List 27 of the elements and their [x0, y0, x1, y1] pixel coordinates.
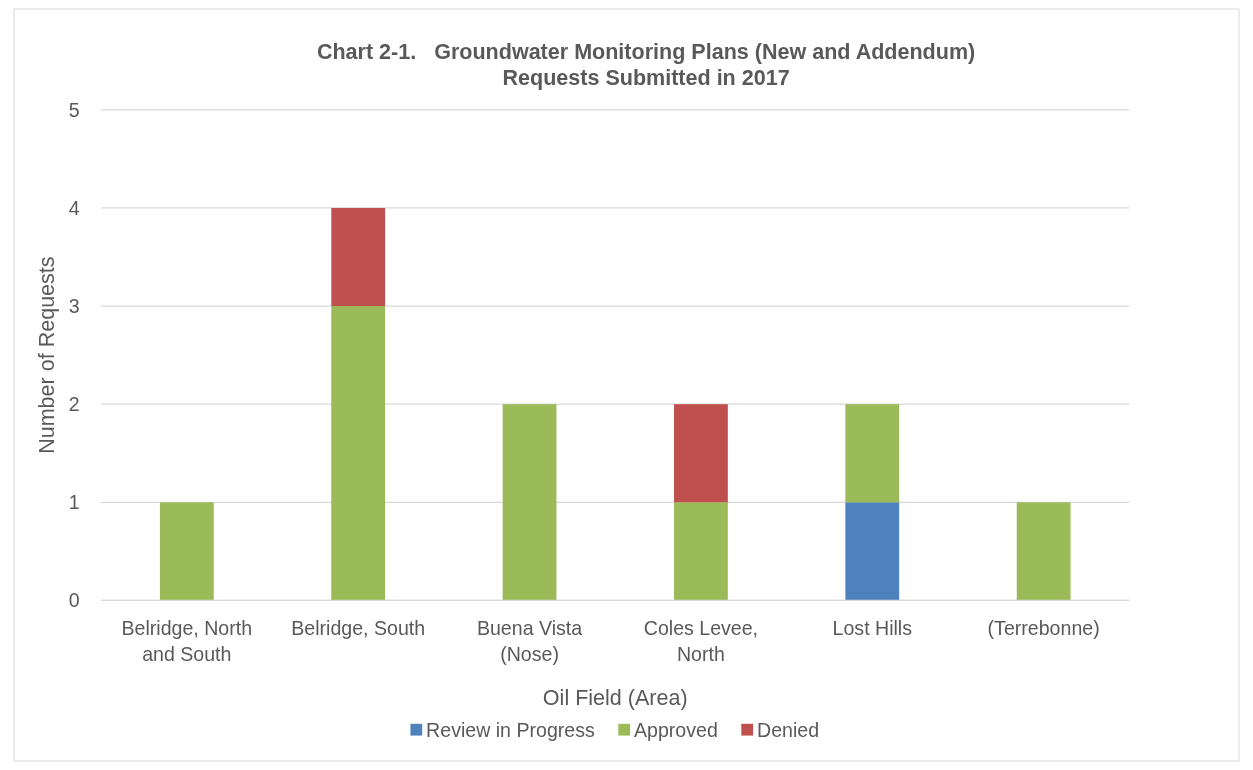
y-tick-label: 0	[68, 589, 80, 612]
y-axis-title: Number of Requests	[35, 256, 60, 454]
bar	[1016, 502, 1071, 601]
chart-title: Chart 2-1. Groundwater Monitoring Plans (New and Addendum) Requests Submitted in 2017	[316, 39, 976, 91]
bar	[331, 306, 386, 601]
x-tick-label: Belridge, North and South	[121, 616, 253, 666]
y-tick-label: 5	[68, 98, 80, 121]
bar	[845, 502, 900, 601]
x-tick-label: Lost Hills	[832, 616, 913, 639]
bar	[331, 207, 386, 307]
legend-label: Denied	[756, 718, 820, 741]
legend-label: Approved	[633, 718, 718, 741]
y-tick-label: 1	[68, 491, 80, 514]
x-tick-label: (Terrebonne)	[987, 616, 1100, 639]
x-tick-label: Buena Vista (Nose)	[476, 616, 583, 666]
x-axis-title: Oil Field (Area)	[542, 686, 688, 711]
y-tick-label: 2	[68, 393, 80, 416]
legend-label: Review in Progress	[426, 718, 595, 741]
y-tick-label: 3	[68, 294, 80, 317]
x-tick-label: Belridge, South	[291, 616, 426, 639]
x-tick-label: Coles Levee, North	[643, 616, 759, 666]
y-tick-label: 4	[68, 196, 80, 219]
bar	[502, 404, 557, 601]
bar	[159, 502, 214, 601]
bar	[674, 404, 728, 503]
bar	[674, 502, 728, 601]
bar	[845, 404, 900, 503]
